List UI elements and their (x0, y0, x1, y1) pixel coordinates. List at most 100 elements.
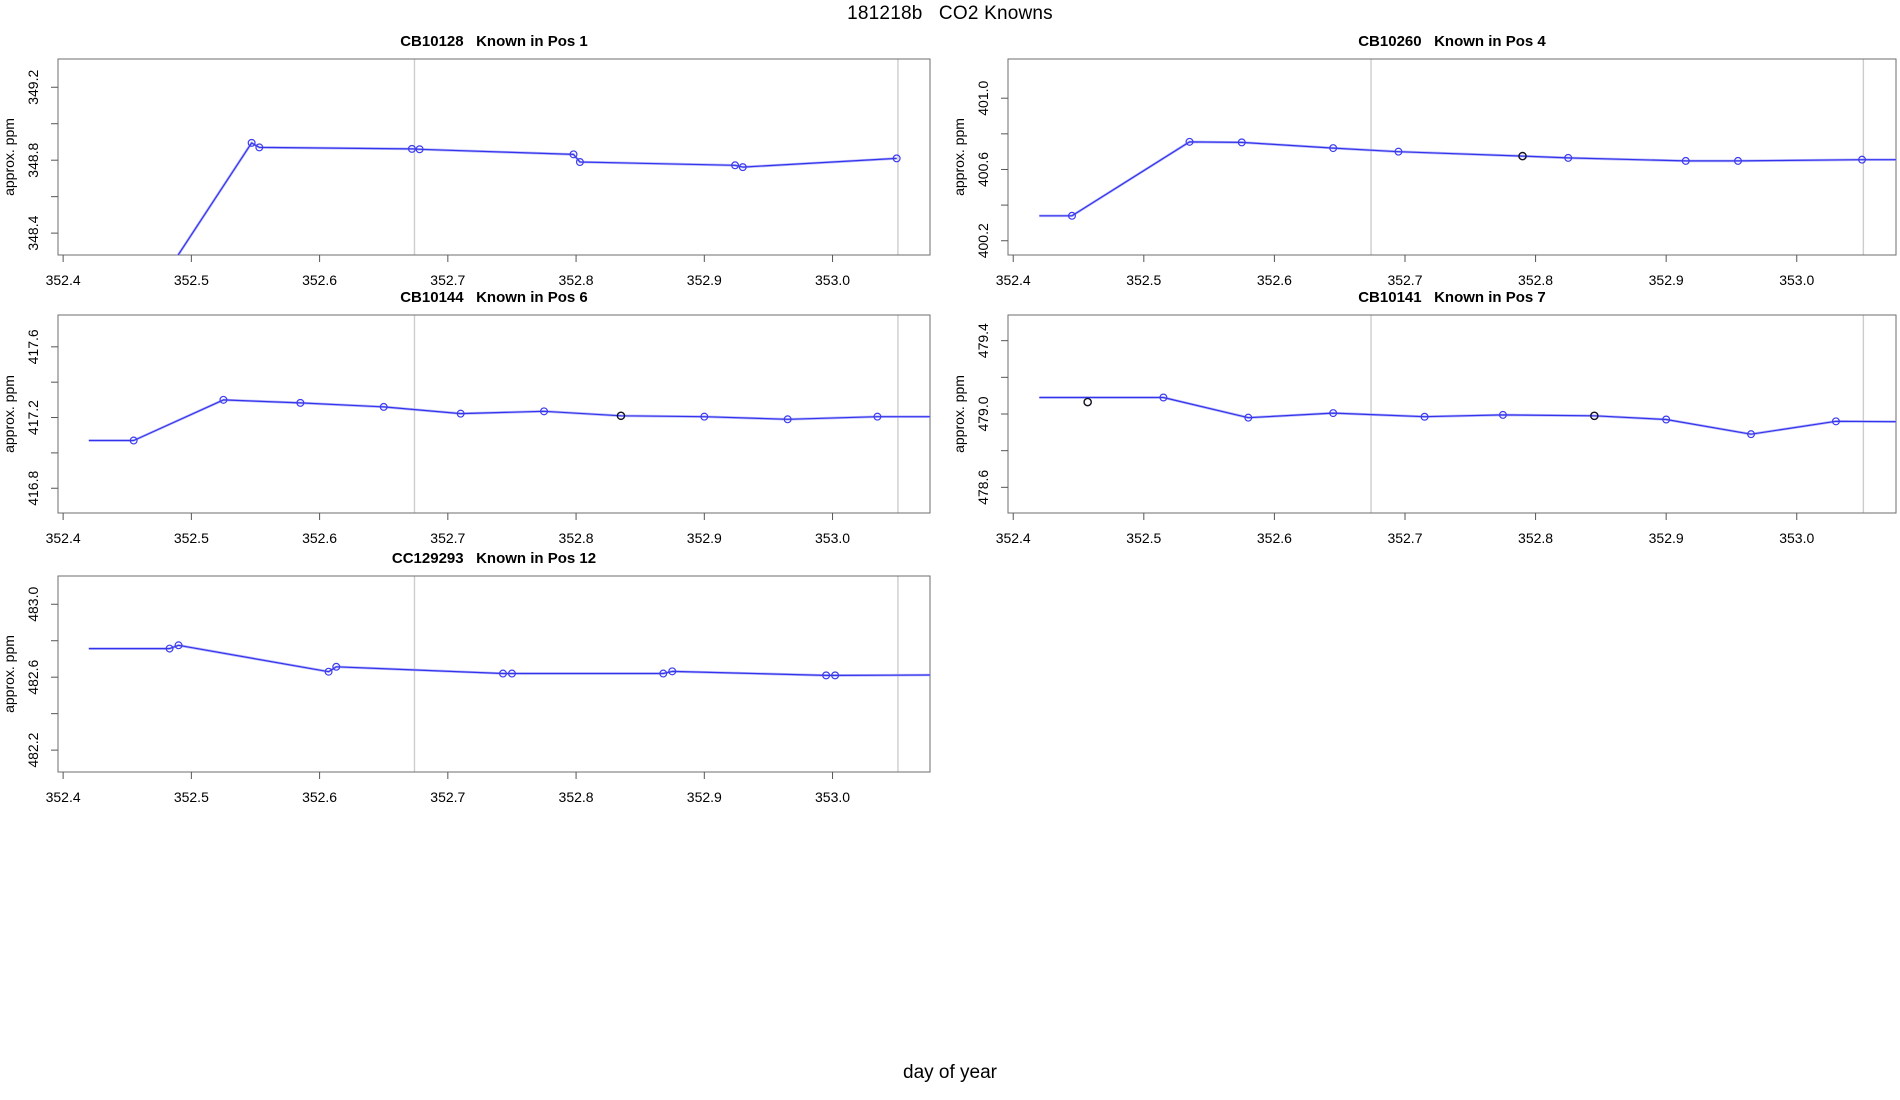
x-tick-label: 352.4 (996, 530, 1031, 546)
y-tick-label: 400.6 (975, 152, 991, 187)
data-point (1329, 409, 1338, 418)
x-tick-label: 352.4 (46, 272, 81, 288)
data-line (88, 644, 930, 676)
data-point (165, 644, 174, 653)
y-tick-label: 348.4 (25, 215, 41, 250)
x-tick-label: 352.6 (1257, 272, 1292, 288)
x-tick-label: 352.8 (1518, 272, 1553, 288)
x-tick-label: 352.6 (302, 272, 337, 288)
y-tick-label: 479.4 (975, 323, 991, 358)
data-point (1662, 415, 1671, 424)
data-point (1420, 412, 1429, 421)
data-point (1185, 137, 1194, 146)
data-series (1039, 396, 1896, 436)
plot-title: CC129293 Known in Pos 12 (392, 550, 596, 567)
data-line (1039, 396, 1896, 435)
data-point (1067, 211, 1076, 220)
data-point (1681, 156, 1690, 165)
x-tick-label: 352.6 (302, 789, 337, 805)
data-point (1237, 138, 1246, 147)
x-tick-label: 352.9 (1649, 272, 1684, 288)
y-axis-label: approx. ppm (951, 375, 967, 453)
data-point (415, 145, 424, 154)
data-point (255, 143, 264, 152)
plot-title: CB10144 Known in Pos 6 (400, 289, 588, 306)
plot-panel-5: CC129293 Known in Pos 12 approx. ppm 482.2… (1, 550, 931, 805)
data-point (831, 671, 840, 680)
data-point (456, 409, 465, 418)
data-point (1858, 155, 1867, 164)
data-point (783, 415, 792, 424)
y-axis-label: approx. ppm (951, 118, 967, 196)
data-point (873, 412, 882, 421)
data-point (822, 671, 831, 680)
x-tick-label: 352.5 (174, 789, 209, 805)
y-tick-label: 479.0 (975, 396, 991, 431)
x-tick-label: 352.7 (430, 272, 465, 288)
figure-title: 181218b CO2 Knowns (847, 3, 1053, 24)
data-point (379, 402, 388, 411)
data-point (407, 144, 416, 153)
y-tick-label: 483.0 (25, 587, 41, 622)
data-point (129, 436, 138, 445)
data-line (88, 399, 930, 442)
x-tick-label: 353.0 (815, 530, 850, 546)
data-point (1498, 410, 1507, 419)
data-point (247, 138, 256, 147)
data-point-black (1518, 151, 1527, 161)
data-point-black (1590, 411, 1599, 421)
x-tick-label: 352.9 (1649, 530, 1684, 546)
data-point (324, 667, 333, 676)
x-tick-label: 353.0 (1779, 272, 1814, 288)
x-tick-label: 352.7 (430, 789, 465, 805)
axes: 478.6 479.0 479.4 352.4 352.5 352.6 352.7 352.8… (975, 314, 1897, 546)
data-point (659, 669, 668, 678)
plot-box (57, 314, 931, 514)
y-tick-label: 417.6 (25, 329, 41, 364)
data-point (731, 161, 740, 170)
axes: 348.4 348.8 349.2 352.4 352.5 352.6 352.7 352.8… (25, 58, 931, 288)
x-tick-label: 352.9 (687, 530, 722, 546)
data-point (332, 662, 341, 671)
data-point (296, 398, 305, 407)
data-point (174, 641, 183, 650)
data-point (1831, 417, 1840, 426)
data-series (1039, 140, 1896, 218)
y-axis-label: approx. ppm (1, 375, 17, 453)
x-tick-label: 352.4 (996, 272, 1031, 288)
x-tick-label: 352.8 (1518, 530, 1553, 546)
plot-title: CB10141 Known in Pos 7 (1358, 289, 1546, 306)
data-series (88, 398, 930, 442)
x-tick-label: 352.9 (687, 272, 722, 288)
data-point (219, 395, 228, 404)
plot-box (1007, 314, 1897, 514)
axes: 400.2 400.6 401.0 352.4 352.5 352.6 352.7 352.8… (975, 58, 1897, 288)
x-tick-label: 352.7 (430, 530, 465, 546)
x-tick-label: 352.8 (559, 789, 594, 805)
data-point (507, 669, 516, 678)
x-tick-label: 352.7 (1387, 272, 1422, 288)
data-point (498, 669, 507, 678)
y-tick-label: 400.2 (975, 223, 991, 258)
data-point (540, 407, 549, 416)
data-point (700, 412, 709, 421)
data-point (892, 154, 901, 163)
y-tick-label: 416.8 (25, 471, 41, 506)
x-tick-label: 352.6 (1257, 530, 1292, 546)
x-tick-label: 352.8 (559, 272, 594, 288)
y-axis-label: approx. ppm (1, 118, 17, 196)
x-tick-label: 353.0 (815, 272, 850, 288)
data-point (1564, 153, 1573, 162)
y-tick-label: 478.6 (975, 470, 991, 505)
x-axis-label: day of year (903, 1062, 997, 1083)
data-line-halo (1039, 140, 1896, 218)
x-tick-label: 353.0 (815, 789, 850, 805)
y-axis-label: approx. ppm (1, 635, 17, 713)
y-tick-label: 417.2 (25, 400, 41, 435)
x-tick-label: 352.5 (1126, 530, 1161, 546)
x-tick-label: 352.5 (174, 530, 209, 546)
x-tick-label: 352.9 (687, 789, 722, 805)
x-tick-label: 352.7 (1387, 530, 1422, 546)
axes: 482.2 482.6 483.0 352.4 352.5 352.6 352.7 352.8… (25, 575, 931, 805)
